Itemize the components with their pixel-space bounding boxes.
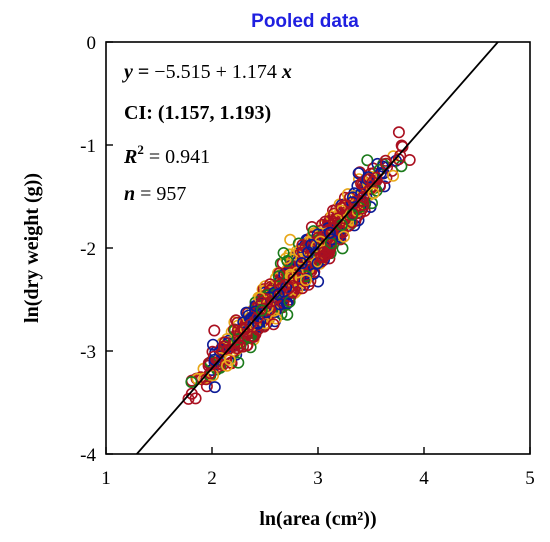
y-tick-label: -3: [80, 342, 96, 363]
x-tick-label: 3: [313, 468, 323, 489]
data-point: [282, 282, 295, 295]
data-point: [357, 190, 370, 203]
y-tick-label: -2: [80, 239, 96, 260]
data-point: [255, 304, 268, 317]
data-point: [366, 176, 379, 189]
x-tick-label: 5: [525, 468, 535, 489]
equation-annotation: y = −5.515 + 1.174 x: [122, 61, 292, 83]
data-point: [319, 215, 332, 228]
n-value: = 957: [135, 183, 186, 205]
data-point: [185, 387, 198, 400]
data-point: [208, 381, 221, 394]
ci-annotation: CI: (1.157, 1.193): [124, 102, 271, 124]
data-point: [299, 274, 312, 287]
data-point: [305, 238, 318, 251]
y-axis-label: ln(dry weight (g)): [21, 173, 43, 323]
data-point: [310, 240, 323, 253]
r2-label: R: [123, 146, 137, 168]
data-point: [337, 230, 350, 243]
n-label: n: [124, 183, 135, 205]
data-point: [256, 296, 269, 309]
x-tick-label: 1: [101, 468, 111, 489]
data-point: [318, 249, 331, 262]
data-point: [270, 312, 283, 325]
data-point: [281, 297, 294, 310]
data-point: [323, 226, 336, 239]
data-point: [263, 303, 276, 316]
data-point: [272, 270, 285, 283]
data-point: [237, 316, 250, 329]
data-point: [231, 324, 244, 337]
data-point: [281, 255, 294, 268]
chart-title: Pooled data: [251, 11, 359, 32]
y-tick-label: -1: [80, 136, 96, 157]
data-point: [207, 369, 220, 382]
r2-superscript: 2: [137, 142, 144, 157]
data-point: [363, 173, 376, 186]
x-tick-label: 4: [419, 468, 429, 489]
data-point: [292, 271, 305, 284]
data-point: [231, 342, 244, 355]
data-point: [221, 359, 234, 372]
data-point: [267, 318, 280, 331]
ci-value: (1.157, 1.193): [158, 102, 271, 124]
data-point: [295, 257, 308, 270]
data-point: [392, 126, 405, 139]
data-point: [281, 308, 294, 321]
x-tick-label: 2: [207, 468, 217, 489]
data-point: [307, 267, 320, 280]
data-point: [208, 324, 221, 337]
y-axis-ticks: -4 -3 -2 -1 0: [80, 33, 113, 466]
data-point: [223, 353, 236, 366]
n-annotation: n = 957: [124, 183, 186, 205]
data-point: [246, 330, 259, 343]
data-point: [218, 336, 231, 349]
data-point: [387, 169, 400, 182]
equation-x: x: [281, 61, 292, 83]
data-point: [204, 367, 217, 380]
ci-label: CI:: [124, 102, 158, 124]
data-point: [367, 187, 380, 200]
equation-y: y: [122, 61, 133, 83]
x-axis-label: ln(area (cm²)): [259, 508, 376, 530]
data-point: [185, 375, 198, 388]
r2-value: = 0.941: [144, 146, 210, 168]
data-point: [335, 201, 348, 214]
y-tick-label: 0: [87, 33, 97, 54]
data-point: [232, 356, 245, 369]
equation-equals: =: [133, 61, 154, 83]
equation-rhs: −5.515 + 1.174: [154, 61, 282, 83]
x-axis-ticks: 1 2 3 4 5: [101, 447, 535, 489]
data-point: [272, 288, 285, 301]
regression-line: [135, 42, 500, 454]
r2-annotation: R2 = 0.941: [123, 142, 210, 168]
data-point: [200, 380, 213, 393]
data-point: [361, 154, 374, 167]
data-point: [295, 252, 308, 265]
data-point: [336, 242, 349, 255]
data-point: [237, 323, 250, 336]
data-point: [395, 160, 408, 173]
y-tick-label: -4: [80, 445, 96, 466]
